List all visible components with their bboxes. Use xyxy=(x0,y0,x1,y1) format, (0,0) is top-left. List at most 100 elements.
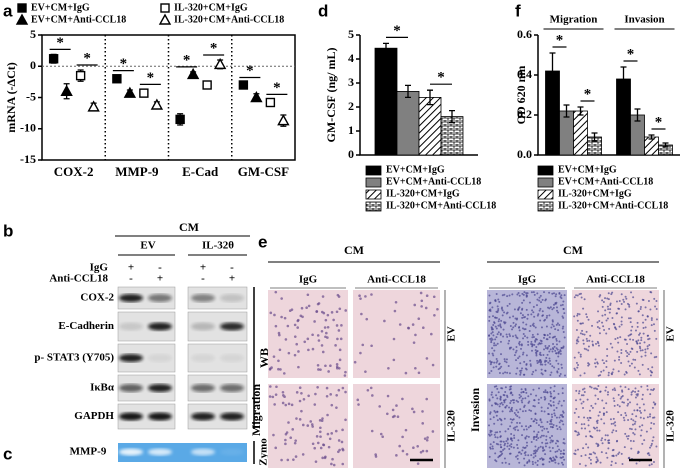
cell xyxy=(496,342,499,345)
cell xyxy=(606,354,609,357)
cell xyxy=(582,307,585,310)
cell xyxy=(638,373,641,376)
y-tick-label: 0.4 xyxy=(517,67,532,81)
cell xyxy=(504,371,507,374)
cell xyxy=(548,307,551,310)
cell xyxy=(577,392,580,395)
cell xyxy=(494,402,497,405)
cell xyxy=(644,326,647,329)
cell xyxy=(290,403,294,407)
cell xyxy=(557,392,560,395)
cell xyxy=(593,427,596,430)
cell xyxy=(558,400,561,403)
cell xyxy=(344,390,347,394)
cell xyxy=(559,456,562,459)
cell xyxy=(426,436,429,439)
cell xyxy=(655,307,658,310)
cell xyxy=(516,415,519,418)
cell xyxy=(416,462,420,465)
cell xyxy=(640,429,643,432)
cell xyxy=(582,447,585,450)
cell xyxy=(370,429,374,433)
cell xyxy=(521,316,524,319)
cell xyxy=(520,343,523,346)
cell xyxy=(651,416,654,419)
cell xyxy=(500,319,503,322)
cell xyxy=(503,447,506,450)
cell xyxy=(548,359,551,362)
cell xyxy=(646,452,649,455)
cell xyxy=(630,329,633,332)
assay-label: Invasion xyxy=(468,388,482,432)
cell xyxy=(642,417,645,420)
cell xyxy=(554,461,557,464)
cell xyxy=(511,439,514,442)
band xyxy=(148,412,172,421)
cell xyxy=(596,340,599,343)
group-label: Migration xyxy=(550,14,598,26)
cell xyxy=(637,339,640,342)
cell xyxy=(359,297,362,300)
cell xyxy=(603,328,606,331)
cell xyxy=(587,318,590,321)
cell xyxy=(526,336,529,339)
cell xyxy=(584,464,587,467)
band xyxy=(119,384,143,392)
cell xyxy=(642,332,645,335)
cell xyxy=(590,404,593,407)
cell xyxy=(635,340,638,343)
cell xyxy=(498,367,501,370)
cell xyxy=(614,462,617,465)
cell xyxy=(508,339,511,342)
cell xyxy=(629,321,632,324)
cell xyxy=(554,349,557,352)
cell xyxy=(620,362,623,365)
cell xyxy=(327,445,331,449)
cell xyxy=(283,316,287,320)
cell xyxy=(638,345,641,348)
cell xyxy=(597,344,600,347)
cell xyxy=(609,302,612,305)
legend-label: EV+CM+IgG xyxy=(558,164,617,175)
cell xyxy=(534,340,537,343)
significance-star: * xyxy=(246,63,254,79)
cell xyxy=(293,323,297,327)
y-tick-label: 0 xyxy=(348,147,354,161)
cell xyxy=(557,362,560,365)
cell xyxy=(581,333,584,336)
cell xyxy=(499,397,502,400)
cell xyxy=(335,406,338,409)
cell xyxy=(539,358,542,361)
cell xyxy=(646,334,649,337)
cell xyxy=(332,318,335,322)
cell xyxy=(634,390,637,393)
cell xyxy=(617,307,620,310)
cell xyxy=(561,327,564,330)
marker xyxy=(17,3,27,13)
cell xyxy=(641,393,644,396)
cell xyxy=(493,361,496,364)
cell xyxy=(273,313,276,317)
cell xyxy=(294,439,297,442)
cell xyxy=(555,293,558,296)
cell xyxy=(615,312,618,315)
cell xyxy=(544,391,547,394)
cell xyxy=(280,297,283,300)
cell xyxy=(637,369,640,372)
cell xyxy=(551,440,554,443)
cell xyxy=(635,302,638,305)
cell xyxy=(436,307,439,311)
cell xyxy=(321,456,324,460)
cell xyxy=(585,443,588,446)
cell xyxy=(537,446,540,449)
legend-swatch xyxy=(537,189,554,200)
cell xyxy=(580,427,583,430)
cell xyxy=(537,437,540,440)
cell xyxy=(524,454,527,457)
band xyxy=(191,412,215,421)
cell xyxy=(630,447,633,450)
cell xyxy=(526,460,529,463)
cell xyxy=(521,308,524,311)
cell xyxy=(652,401,655,404)
cell xyxy=(495,385,498,388)
